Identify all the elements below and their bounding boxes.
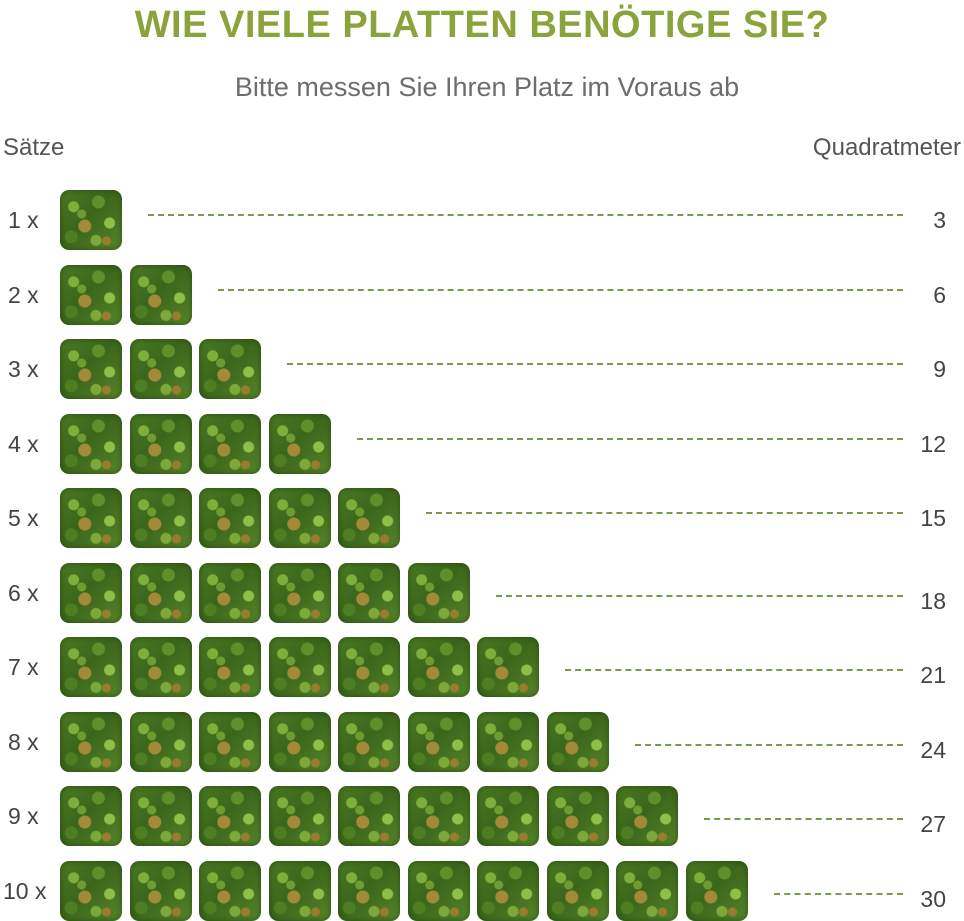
grass-panel-image — [199, 339, 261, 399]
dashed-leader-line — [287, 363, 903, 365]
grass-panel-image — [477, 861, 539, 921]
grass-panel-image — [60, 414, 122, 474]
grass-panel-image — [477, 786, 539, 846]
grass-panel-image — [60, 563, 122, 623]
row-square-meters-value: 12 — [920, 431, 946, 457]
grass-panel-image — [130, 488, 192, 548]
grass-panel-image — [199, 637, 261, 697]
dashed-leader-line — [774, 893, 903, 895]
grass-panel-image — [269, 712, 331, 772]
grass-panel-image — [338, 786, 400, 846]
grass-panel-image — [130, 265, 192, 325]
grass-panel-image — [547, 861, 609, 921]
dashed-leader-line — [218, 289, 903, 291]
row-square-meters-value: 24 — [920, 737, 946, 763]
grass-panel-image — [199, 786, 261, 846]
row-square-meters-value: 15 — [920, 505, 946, 531]
grass-panel-image — [338, 563, 400, 623]
grass-panel-image — [130, 786, 192, 846]
grass-panel-image — [60, 190, 122, 250]
row-set-count-label: 4 x — [8, 431, 39, 457]
grass-panel-image — [269, 861, 331, 921]
grass-panel-image — [408, 563, 470, 623]
grass-panel-image — [338, 637, 400, 697]
grass-panel-image — [269, 563, 331, 623]
grass-panel-image — [60, 712, 122, 772]
grass-panel-image — [616, 861, 678, 921]
grass-panel-image — [686, 861, 748, 921]
row-set-count-label: 6 x — [8, 580, 39, 606]
page-title: WIE VIELE PLATTEN BENÖTIGE SIE? — [134, 4, 830, 46]
grass-panel-image — [547, 786, 609, 846]
grass-panel-image — [60, 265, 122, 325]
row-square-meters-value: 30 — [920, 886, 946, 912]
row-square-meters-value: 6 — [933, 282, 946, 308]
grass-panel-image — [130, 339, 192, 399]
row-square-meters-value: 18 — [920, 588, 946, 614]
row-square-meters-value: 27 — [920, 811, 946, 837]
dashed-leader-line — [635, 744, 903, 746]
row-set-count-label: 9 x — [8, 803, 39, 829]
grass-panel-image — [269, 488, 331, 548]
grass-panel-image — [338, 488, 400, 548]
row-set-count-label: 10 x — [3, 878, 47, 904]
grass-panel-image — [408, 637, 470, 697]
grass-panel-image — [199, 712, 261, 772]
grass-panel-image — [60, 786, 122, 846]
grass-panel-image — [60, 637, 122, 697]
row-square-meters-value: 3 — [933, 207, 946, 233]
grass-panel-image — [269, 637, 331, 697]
grass-panel-image — [269, 414, 331, 474]
grass-panel-image — [60, 339, 122, 399]
grass-panel-image — [60, 488, 122, 548]
grass-panel-image — [130, 563, 192, 623]
grass-panel-image — [130, 637, 192, 697]
grass-panel-image — [130, 414, 192, 474]
row-set-count-label: 5 x — [8, 505, 39, 531]
dashed-leader-line — [426, 512, 903, 514]
grass-panel-image — [547, 712, 609, 772]
row-square-meters-value: 21 — [920, 662, 946, 688]
dashed-leader-line — [357, 438, 903, 440]
row-set-count-label: 7 x — [8, 654, 39, 680]
row-set-count-label: 8 x — [8, 729, 39, 755]
grass-panel-image — [130, 861, 192, 921]
grass-panel-image — [408, 786, 470, 846]
grass-panel-image — [408, 712, 470, 772]
grass-panel-image — [338, 712, 400, 772]
grass-panel-image — [616, 786, 678, 846]
grass-panel-image — [269, 786, 331, 846]
grass-panel-image — [477, 637, 539, 697]
grass-panel-image — [408, 861, 470, 921]
grass-panel-image — [130, 712, 192, 772]
grass-panel-image — [199, 563, 261, 623]
row-square-meters-value: 9 — [933, 356, 946, 382]
grass-panel-image — [338, 861, 400, 921]
grass-panel-image — [477, 712, 539, 772]
row-set-count-label: 1 x — [8, 207, 39, 233]
grass-panel-image — [199, 414, 261, 474]
dashed-leader-line — [565, 669, 903, 671]
grass-panel-image — [199, 861, 261, 921]
grass-panel-image — [199, 488, 261, 548]
column-header-sets: Sätze — [3, 134, 65, 161]
dashed-leader-line — [704, 818, 903, 820]
column-header-square-meters: Quadratmeter — [812, 134, 961, 161]
dashed-leader-line — [148, 214, 903, 216]
grass-panel-image — [60, 861, 122, 921]
row-set-count-label: 2 x — [8, 282, 39, 308]
page-subtitle: Bitte messen Sie Ihren Platz im Voraus a… — [234, 72, 740, 102]
row-set-count-label: 3 x — [8, 356, 39, 382]
dashed-leader-line — [496, 595, 903, 597]
